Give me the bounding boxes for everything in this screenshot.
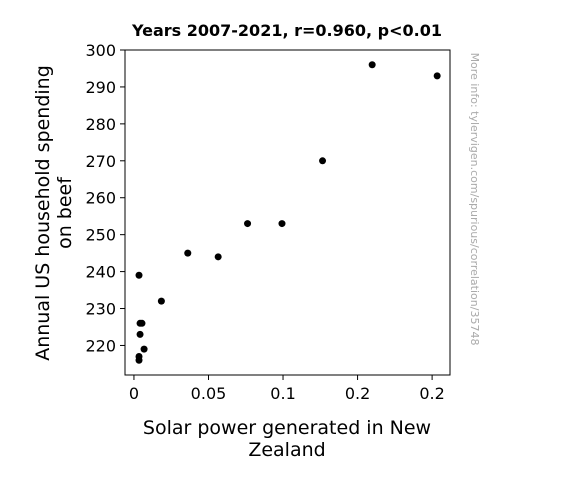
x-axis-label-line-2: Zealand — [248, 439, 325, 461]
plot-area: 0 0.05 0.1 0.2 0.2 220 230 240 250 260 270 280 290 30… — [85, 41, 451, 403]
x-tick-label: 0.2 — [345, 384, 370, 403]
data-point — [157, 297, 165, 305]
y-tick-label: 230 — [85, 300, 116, 319]
data-point — [368, 61, 376, 69]
y-tick-label: 300 — [85, 41, 116, 60]
data-point — [214, 253, 222, 261]
y-tick-label: 220 — [85, 336, 116, 355]
data-point — [433, 72, 441, 80]
data-point — [135, 353, 143, 361]
plot-frame — [124, 49, 451, 376]
data-point — [244, 220, 252, 228]
data-point — [184, 249, 192, 257]
y-tick-label: 270 — [85, 152, 116, 171]
y-tick-label: 250 — [85, 226, 116, 245]
y-axis-label-line-2: on beef — [54, 176, 76, 249]
data-point — [138, 319, 146, 327]
chart-title: Years 2007-2021, r=0.960, p<0.01 — [131, 21, 442, 40]
source-watermark: More info: tylervigen.com/spurious/corre… — [468, 53, 481, 346]
y-tick-label: 240 — [85, 263, 116, 282]
y-tick-label: 280 — [85, 115, 116, 134]
data-point — [319, 157, 327, 165]
y-tick-label: 290 — [85, 78, 116, 97]
y-tick-label: 260 — [85, 189, 116, 208]
data-point — [278, 220, 286, 228]
data-point — [136, 330, 144, 338]
data-point — [135, 271, 143, 279]
y-axis-label-line-1: Annual US household spending — [32, 65, 54, 361]
data-point — [140, 345, 148, 353]
x-tick-label: 0 — [129, 384, 139, 403]
x-tick-label: 0.2 — [419, 384, 444, 403]
x-tick-label: 0.1 — [270, 384, 295, 403]
x-tick-label: 0.05 — [191, 384, 227, 403]
x-axis-label-line-1: Solar power generated in New — [143, 417, 431, 439]
